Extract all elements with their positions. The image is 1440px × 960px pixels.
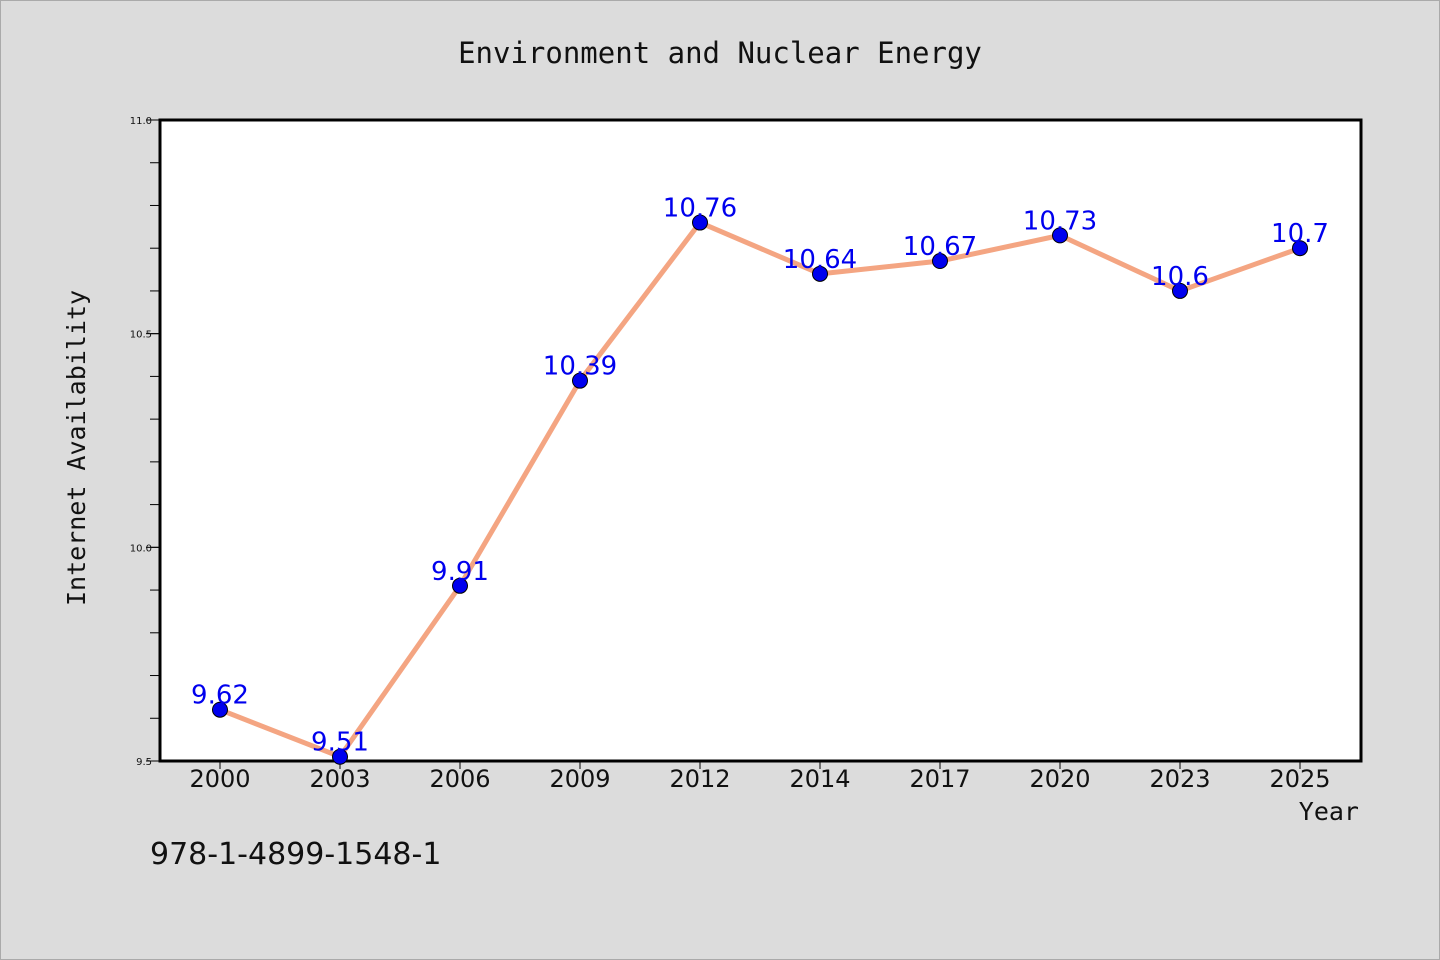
data-label: 10.76 <box>663 194 737 224</box>
data-point <box>812 265 828 282</box>
data-point <box>1052 227 1068 244</box>
data-label: 10.39 <box>543 352 617 382</box>
x-tick-label: 2000 <box>189 765 250 793</box>
x-tick-label: 2006 <box>429 765 490 793</box>
x-tick-label: 2020 <box>1029 765 1090 793</box>
data-point <box>212 701 228 718</box>
plot-area <box>158 118 1363 763</box>
data-point <box>332 748 348 765</box>
markers-group <box>212 214 1308 765</box>
y-axis: 9.5 10.0 10.5 11.0 <box>130 116 160 768</box>
data-label: 10.67 <box>903 232 977 262</box>
data-label: 9.51 <box>311 728 369 758</box>
data-point <box>932 253 948 270</box>
data-labels-group: 9.62 9.51 9.91 10.39 10.76 10.64 10.67 10.73 10.… <box>191 194 1329 758</box>
data-label: 9.62 <box>191 681 249 711</box>
x-tick-label: 2025 <box>1269 765 1330 793</box>
x-tick-label: 2023 <box>1149 765 1210 793</box>
y-tick-label: 10.5 <box>130 330 152 341</box>
x-axis-title: Year <box>1299 797 1359 826</box>
x-tick-label: 2003 <box>309 765 370 793</box>
data-point <box>572 372 588 389</box>
data-point <box>692 214 708 231</box>
data-label: 10.7 <box>1271 219 1329 249</box>
x-tick-label: 2017 <box>909 765 970 793</box>
y-tick-label: 9.5 <box>136 757 152 768</box>
data-point <box>452 577 468 594</box>
x-tick-label: 2014 <box>789 765 850 793</box>
data-label: 10.6 <box>1151 262 1209 292</box>
series-line <box>219 220 1301 760</box>
x-axis: 2000 2003 2006 2009 2012 2014 2017 2020 2023 2025 <box>189 761 1331 793</box>
data-label: 10.73 <box>1023 206 1097 236</box>
data-label: 9.91 <box>431 557 489 587</box>
y-tick-label: 10.0 <box>130 543 152 554</box>
chart-title: Environment and Nuclear Energy <box>458 36 982 70</box>
y-tick-label: 11.0 <box>130 116 152 127</box>
footer-isbn: 978-1-4899-1548-1 <box>150 837 441 872</box>
x-tick-label: 2012 <box>669 765 730 793</box>
data-point <box>1172 282 1188 299</box>
x-tick-label: 2009 <box>549 765 610 793</box>
y-axis-title: Internet Availability <box>62 290 91 606</box>
data-point <box>1292 240 1308 257</box>
series-line-group <box>219 220 1301 760</box>
data-label: 10.64 <box>783 245 857 275</box>
